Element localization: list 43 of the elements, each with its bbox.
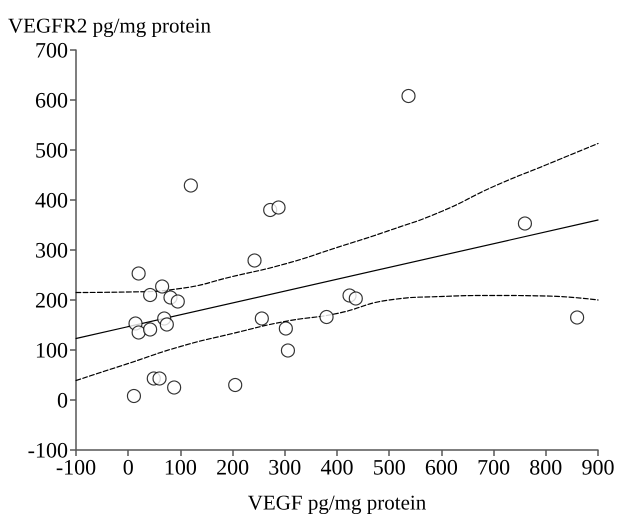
x-tick-label: 300 xyxy=(268,454,302,480)
point xyxy=(228,378,242,392)
point xyxy=(184,178,198,193)
x-tick-label: 400 xyxy=(320,454,354,480)
point xyxy=(132,325,146,340)
point xyxy=(401,88,416,104)
y-axis-title: VEGFR2 pg/mg protein xyxy=(8,14,212,38)
point xyxy=(132,266,146,281)
x-tick-label: 0 xyxy=(122,454,134,480)
point xyxy=(155,279,170,294)
point xyxy=(160,317,174,332)
x-tick-label: 100 xyxy=(164,454,197,480)
y-tick-label: 100 xyxy=(35,338,68,362)
point xyxy=(143,322,158,337)
point xyxy=(167,380,182,395)
point xyxy=(570,310,584,325)
y-tick-label: 0 xyxy=(57,388,68,412)
point xyxy=(348,291,363,306)
point xyxy=(143,288,158,302)
x-tick-label: 600 xyxy=(424,454,458,480)
point xyxy=(280,343,296,358)
line-series xyxy=(75,294,599,382)
x-tick-label: 900 xyxy=(582,454,614,480)
y-tick-label: 200 xyxy=(35,288,68,312)
point xyxy=(271,200,286,215)
x-tick-label: 200 xyxy=(216,454,250,480)
point xyxy=(152,371,167,386)
y-tick-label: 300 xyxy=(35,238,68,262)
x-tick-label: 700 xyxy=(477,454,510,480)
point xyxy=(170,294,185,309)
point xyxy=(278,321,293,336)
point xyxy=(518,216,532,231)
point xyxy=(247,253,262,268)
y-tick-label: 700 xyxy=(35,38,68,62)
y-tick-label: 600 xyxy=(35,88,68,112)
x-tick-label: 500 xyxy=(372,454,406,480)
point xyxy=(126,388,142,404)
x-tick-label: 800 xyxy=(529,454,562,480)
point xyxy=(319,310,334,324)
x-axis-title: VEGF pg/mg protein xyxy=(248,490,427,514)
y-tick-label: 500 xyxy=(35,138,68,162)
y-tick-label: 400 xyxy=(35,188,68,212)
point xyxy=(254,311,269,326)
